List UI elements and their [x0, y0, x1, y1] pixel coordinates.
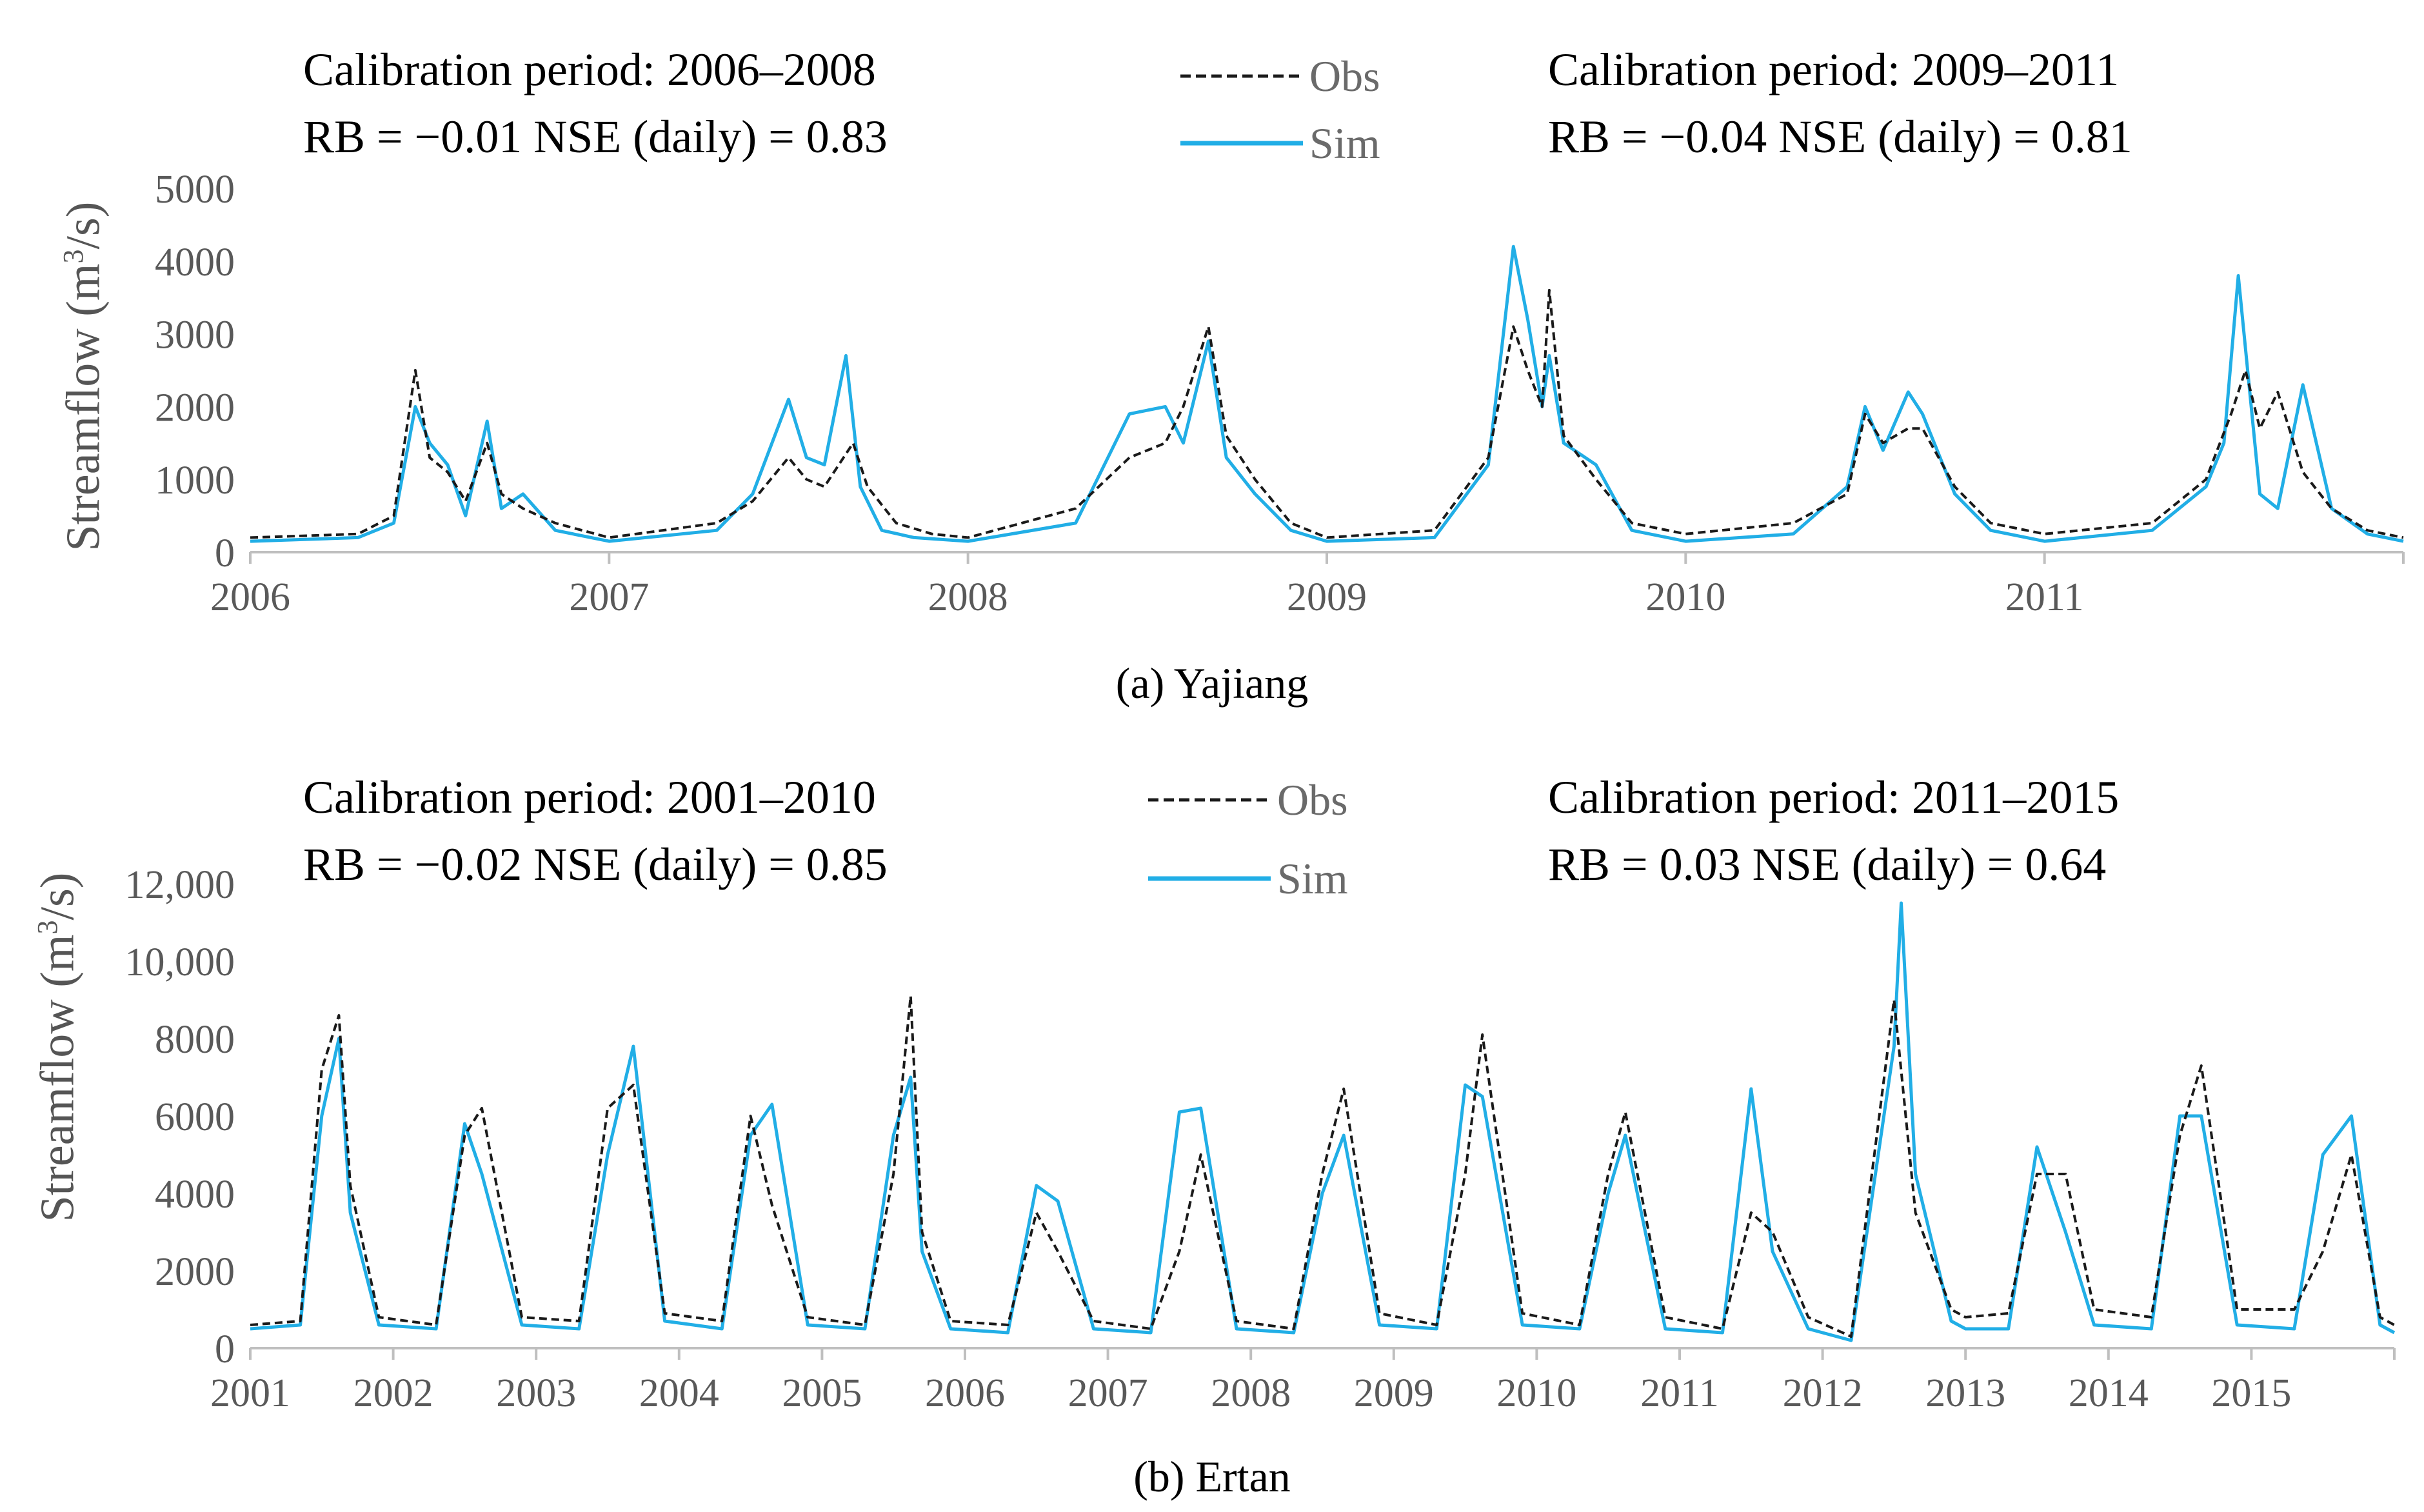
panel-b-legend: Obs Sim [1148, 766, 1348, 912]
panel-b-left-period: Calibration period: 2001–2010 [303, 771, 876, 823]
legend-item-obs: Obs [1180, 43, 1380, 110]
panel-a-left-stats: RB = −0.01 NSE (daily) = 0.83 [303, 111, 888, 163]
x-tick-label: 2009 [1354, 1371, 1434, 1415]
y-tick-label: 8000 [155, 1018, 235, 1062]
series-sim-line [250, 901, 2396, 1342]
y-tick-label: 4000 [155, 1173, 235, 1217]
sim-line-swatch [1148, 876, 1271, 881]
panel-a-legend: Obs Sim [1180, 43, 1380, 177]
legend-label-sim: Sim [1309, 119, 1380, 168]
x-tick-label: 2005 [782, 1371, 862, 1415]
x-tick-label: 2008 [928, 575, 1008, 619]
x-tick-label: 2010 [1645, 575, 1725, 619]
panel-a-caption: (a) Yajiang [1115, 659, 1309, 708]
panel-b-right-stats: RB = 0.03 NSE (daily) = 0.64 [1548, 839, 2107, 890]
x-tick-label: 2011 [2005, 575, 2084, 619]
series-sim-line [250, 244, 2404, 543]
legend-label-obs: Obs [1277, 775, 1348, 824]
panel-a-left-period: Calibration period: 2006–2008 [303, 44, 876, 95]
y-tick-label: 10,000 [125, 940, 235, 984]
sim-line-swatch [1180, 141, 1303, 146]
x-tick-label: 2007 [1068, 1371, 1148, 1415]
y-tick-label: 0 [215, 532, 235, 575]
panel-b-caption: (b) Ertan [1133, 1452, 1291, 1501]
x-tick-label: 2010 [1496, 1371, 1576, 1415]
legend-item-sim: Sim [1148, 845, 1348, 912]
legend-label-sim: Sim [1277, 854, 1348, 903]
x-tick-label: 2015 [2211, 1371, 2291, 1415]
series-obs-line [250, 288, 2404, 539]
panel-b-left-stats: RB = −0.02 NSE (daily) = 0.85 [303, 839, 888, 890]
y-tick-label: 12,000 [125, 863, 235, 907]
obs-line-swatch [1148, 798, 1271, 802]
panel-a-right-period: Calibration period: 2009–2011 [1548, 44, 2120, 95]
y-tick-label: 5000 [155, 168, 235, 212]
panel-ertan: Calibration period: 2001–2010 RB = −0.02… [0, 729, 2424, 1512]
x-tick-label: 2006 [925, 1371, 1005, 1415]
x-tick-label: 2004 [639, 1371, 719, 1415]
y-tick-label: 6000 [155, 1095, 235, 1139]
legend-item-obs: Obs [1148, 766, 1348, 833]
chart-ertan: 0 2000 4000 6000 8000 10,000 12,000 2001 2002 200… [125, 863, 2396, 1415]
x-tick-label: 2013 [1925, 1371, 2005, 1415]
x-tick-label: 2012 [1783, 1371, 1863, 1415]
x-tick-label: 2008 [1211, 1371, 1291, 1415]
obs-line-swatch [1180, 74, 1303, 78]
x-tick-label: 2007 [569, 575, 649, 619]
y-tick-label: 0 [215, 1328, 235, 1371]
legend-label-obs: Obs [1309, 52, 1380, 101]
x-tick-label: 2009 [1287, 575, 1367, 619]
panel-yajiang: Calibration period: 2006–2008 RB = −0.01… [0, 0, 2424, 729]
y-tick-label: 1000 [155, 459, 235, 502]
series-obs-line [250, 995, 2395, 1338]
y-tick-label: 2000 [155, 1250, 235, 1294]
x-tick-label: 2014 [2069, 1371, 2149, 1415]
panel-a-right-stats: RB = −0.04 NSE (daily) = 0.81 [1548, 111, 2132, 163]
y-tick-label: 4000 [155, 241, 235, 284]
y-tick-label: 3000 [155, 313, 235, 357]
chart-yajiang: 0 1000 2000 3000 4000 5000 2006 2007 2008 2009 201… [155, 168, 2405, 619]
y-tick-label: 2000 [155, 386, 235, 430]
x-tick-label: 2011 [1640, 1371, 1719, 1415]
legend-item-sim: Sim [1180, 110, 1380, 177]
x-tick-label: 2002 [353, 1371, 433, 1415]
x-tick-label: 2003 [496, 1371, 576, 1415]
x-tick-label: 2006 [210, 575, 290, 619]
x-tick-label: 2001 [210, 1371, 290, 1415]
panel-b-right-period: Calibration period: 2011–2015 [1548, 771, 2120, 823]
